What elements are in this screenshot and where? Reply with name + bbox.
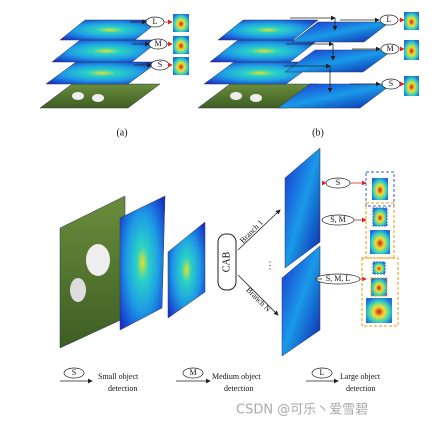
output-label: S, M <box>330 215 346 224</box>
layers <box>39 12 419 384</box>
scale-label: L <box>387 15 392 24</box>
layer <box>59 19 161 41</box>
layer <box>284 49 394 73</box>
label-oval <box>379 14 399 26</box>
ellipsis: ⋮ <box>265 260 275 271</box>
scale-label: M <box>386 44 393 53</box>
heatmap <box>372 178 388 200</box>
caption: (a) <box>116 127 127 138</box>
heatmap <box>372 207 388 227</box>
sheep <box>70 278 86 302</box>
legend-text: Medium object <box>212 372 261 381</box>
label-oval <box>63 367 85 379</box>
arrow <box>237 209 281 251</box>
layer <box>217 19 319 41</box>
scale-label: S <box>158 60 162 69</box>
heatmap <box>370 277 388 297</box>
output-label: S <box>336 178 340 187</box>
layer <box>119 195 166 331</box>
scale-label: S <box>389 79 393 88</box>
heatmap <box>404 40 419 60</box>
group-box <box>365 171 395 207</box>
heatmap <box>173 36 189 54</box>
heatmap <box>404 76 419 96</box>
layer <box>291 21 391 43</box>
heatmap <box>173 14 189 32</box>
module-label: CAB <box>221 251 232 272</box>
sheep <box>72 92 84 100</box>
legend-text: detection <box>346 384 375 393</box>
output-label: S, M, L <box>326 274 351 283</box>
heatmap <box>366 298 392 323</box>
legend-text: detection <box>108 384 137 393</box>
sheep <box>250 94 262 102</box>
layer <box>284 147 321 269</box>
scale-label: L <box>153 17 158 26</box>
legend-key: S <box>72 368 76 377</box>
watermark: CSDN @可乐丶爱雪碧 <box>236 403 368 418</box>
legend-text: Small object <box>98 372 139 381</box>
arrow <box>237 274 279 316</box>
sheep <box>230 92 242 100</box>
legend-text: Large object <box>340 372 381 381</box>
label-oval <box>380 43 400 55</box>
module-box <box>217 233 237 291</box>
heatmap <box>173 57 189 75</box>
layer <box>51 39 161 63</box>
legend-text: detection <box>224 384 253 393</box>
layer <box>167 221 206 319</box>
branch-label: Branch 1 <box>238 218 265 245</box>
legend-key: L <box>320 368 325 377</box>
caption: (b) <box>312 127 324 138</box>
heatmap <box>404 12 419 30</box>
legend-key: M <box>189 368 196 377</box>
label-oval <box>182 367 204 379</box>
layer <box>281 245 321 357</box>
group-box <box>361 257 399 327</box>
scale-label: M <box>154 39 161 48</box>
sheep <box>86 244 110 276</box>
sheep <box>92 94 104 102</box>
layer <box>209 39 319 63</box>
branch-label: Branch N <box>244 285 272 313</box>
label-oval <box>311 367 333 379</box>
heatmap <box>372 261 386 275</box>
heatmap <box>370 230 390 254</box>
